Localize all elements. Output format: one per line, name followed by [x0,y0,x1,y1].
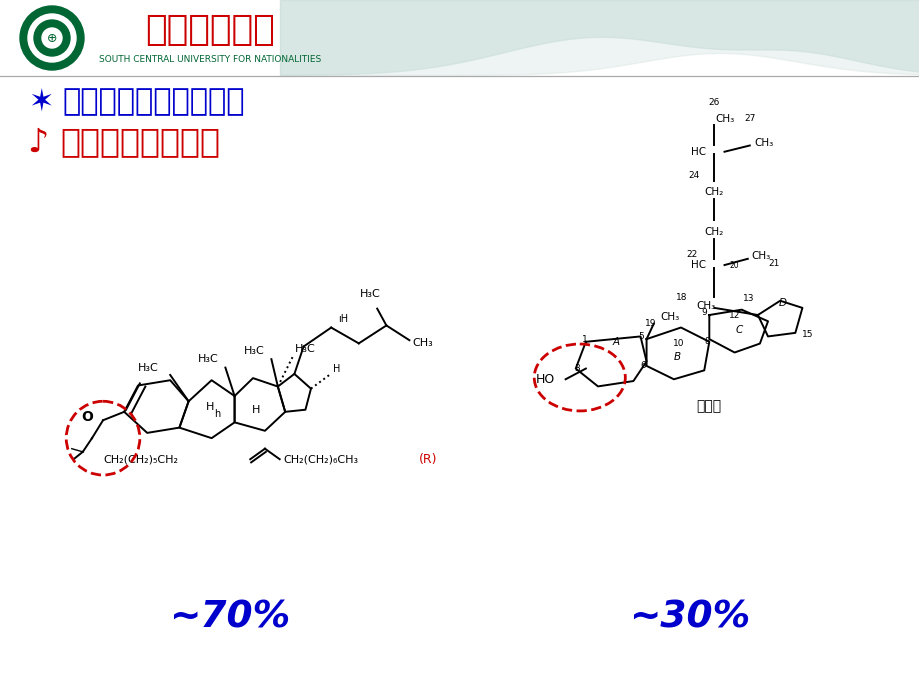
Text: 20: 20 [729,262,738,270]
Text: CH₃: CH₃ [412,338,433,348]
Text: C: C [735,325,743,335]
Circle shape [34,20,70,56]
Text: O: O [82,410,93,424]
Text: ~70%: ~70% [169,600,290,636]
Text: 10: 10 [673,339,684,348]
Text: H₃C: H₃C [244,346,265,356]
Text: HO: HO [535,373,554,386]
Circle shape [42,28,62,48]
Text: CH₂: CH₂ [704,187,723,197]
Circle shape [28,14,76,62]
Text: 22: 22 [686,250,697,259]
Text: CH₃: CH₃ [751,251,770,261]
Text: 8: 8 [704,337,709,346]
Text: CH₂: CH₂ [704,227,723,237]
Text: 12: 12 [728,310,740,319]
Text: HC: HC [690,260,706,270]
Text: H₃C: H₃C [294,344,315,354]
Text: 5: 5 [638,332,643,341]
Text: H₃C: H₃C [359,289,380,299]
Text: 电流型生物传感器实例: 电流型生物传感器实例 [62,88,244,117]
Text: H: H [251,405,260,415]
Text: CH₃: CH₃ [714,114,733,124]
Text: H: H [205,402,214,411]
Text: CH₂(CH₂)₆CH₃: CH₂(CH₂)₆CH₃ [283,454,358,464]
Text: SOUTH CENTRAL UNIVERSITY FOR NATIONALITIES: SOUTH CENTRAL UNIVERSITY FOR NATIONALITI… [98,55,321,64]
Text: CH₃: CH₃ [660,312,679,322]
Circle shape [20,6,84,70]
Text: D: D [778,298,787,308]
Text: 胆固醇: 胆固醇 [696,399,721,413]
Text: 19: 19 [644,319,655,328]
Text: 18: 18 [675,293,686,302]
Text: 13: 13 [743,295,754,304]
Text: 胆固醇生物传感器: 胆固醇生物传感器 [60,126,220,159]
Text: CH₃: CH₃ [696,301,715,311]
Text: H₃C: H₃C [137,362,158,373]
Text: 27: 27 [744,115,755,124]
Text: HC: HC [690,147,706,157]
Text: 26: 26 [708,98,720,107]
Text: 3: 3 [573,364,579,373]
Text: CH₂(CH₂)₅CH₂: CH₂(CH₂)₅CH₂ [103,454,178,464]
Text: 21: 21 [767,259,778,268]
Text: (R): (R) [418,453,437,466]
Text: ~30%: ~30% [629,600,750,636]
Text: ıH: ıH [338,314,348,324]
Text: H₃C: H₃C [198,354,219,364]
Text: CH₃: CH₃ [754,138,773,148]
Text: h: h [214,409,220,419]
Text: A: A [612,337,619,347]
Text: B: B [673,352,680,362]
Text: ♪: ♪ [28,126,61,159]
Text: H: H [333,364,340,374]
Text: ⊕: ⊕ [47,32,57,44]
Text: 24: 24 [687,171,698,180]
Text: 9: 9 [701,308,707,317]
Text: ✶: ✶ [28,88,53,117]
Text: 15: 15 [801,330,813,339]
Text: 6: 6 [641,362,646,371]
Text: 中南民族大学: 中南民族大学 [145,13,275,47]
Text: 1: 1 [582,335,587,344]
